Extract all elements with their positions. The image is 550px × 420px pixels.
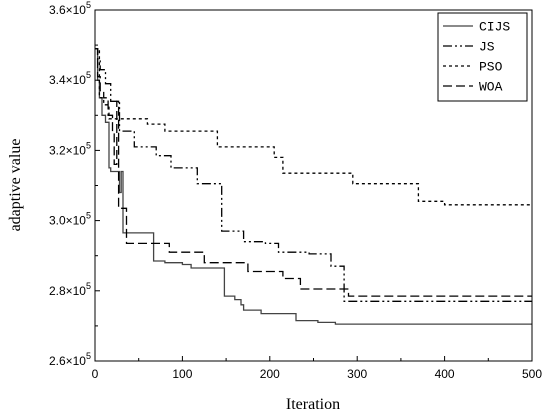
x-axis-title: Iteration	[286, 396, 340, 413]
y-tick-label: 3.6×105	[49, 0, 91, 17]
x-tick-label: 100	[172, 367, 192, 381]
y-tick-label: 3.4×105	[49, 70, 91, 87]
legend-label-woa: WOA	[479, 80, 503, 95]
y-tick-label: 3.0×105	[49, 211, 91, 228]
y-axis-title: adaptive value	[7, 139, 24, 232]
series-lines	[95, 47, 532, 325]
y-tick-label: 2.8×105	[49, 281, 91, 298]
x-tick-label: 500	[522, 367, 542, 381]
legend-label-cijs: CIJS	[479, 20, 510, 35]
legend-label-pso: PSO	[479, 60, 503, 75]
y-tick-label: 2.6×105	[49, 351, 91, 368]
y-axis: 2.6×105 2.8×105 3.0×105 3.2×105 3.4×105 3.6×1…	[49, 0, 100, 368]
legend: CIJS JS PSO WOA	[437, 12, 528, 102]
y-tick-label: 3.2×105	[49, 140, 91, 157]
series-line-pso	[95, 47, 532, 206]
x-tick-label: 400	[435, 367, 455, 381]
x-axis: 0 100 200 300 400 500	[92, 356, 542, 381]
legend-label-js: JS	[479, 40, 495, 55]
x-tick-label: 300	[347, 367, 367, 381]
legend-box	[437, 12, 528, 102]
series-line-js	[95, 47, 532, 302]
series-line-cijs	[95, 47, 532, 325]
x-tick-label: 0	[92, 367, 99, 381]
x-tick-label: 200	[260, 367, 280, 381]
series-line-woa	[95, 47, 532, 297]
